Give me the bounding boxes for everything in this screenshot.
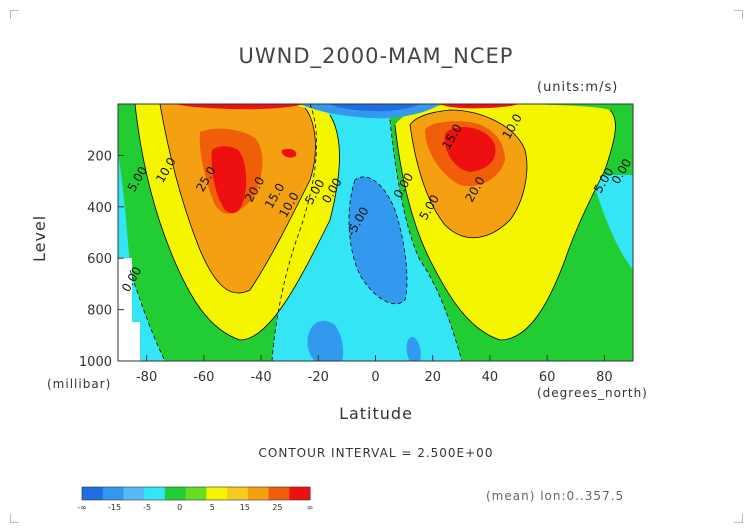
x-axis-label: Latitude	[339, 404, 413, 423]
colorbar-label: 0	[177, 503, 182, 512]
corner-mark-bottom-left	[10, 514, 19, 523]
x-tick-label: -20	[308, 370, 329, 385]
colorbar-label: -5	[143, 503, 151, 512]
colorbar-swatch	[268, 487, 290, 500]
y-tick-label: 800	[87, 304, 112, 319]
x-tick-label: 40	[482, 370, 499, 385]
colorbar-swatch	[247, 487, 270, 500]
colorbar-swatch	[123, 487, 145, 500]
corner-mark-top-right	[734, 10, 743, 19]
colorbar-swatch	[102, 487, 124, 500]
x-tick-label: -40	[250, 370, 271, 385]
chart-title: UWND_2000-MAM_NCEP	[238, 44, 514, 68]
colorbar-label: -∞	[77, 503, 87, 512]
colorbar-swatch	[185, 487, 207, 500]
colorbar-swatch	[164, 487, 187, 500]
colorbar: -∞ -15 -5 0 5 15 25 ∞	[77, 486, 314, 512]
units-label: (units:m/s)	[537, 80, 619, 95]
y-tick-label: 600	[87, 252, 112, 267]
colorbar-frame	[81, 486, 311, 501]
colorbar-swatch	[206, 487, 228, 500]
corner-mark-bottom-right	[734, 514, 743, 523]
x-axis-units: (degrees_north)	[537, 386, 648, 400]
x-tick-label: -60	[193, 370, 214, 385]
colorbar-swatch	[227, 487, 249, 500]
colorbar-label: ∞	[307, 503, 314, 512]
colorbar-swatch	[82, 487, 104, 500]
x-tick-label: 20	[424, 370, 441, 385]
colorbar-label: 25	[272, 503, 282, 512]
x-tick-label: 0	[371, 370, 379, 385]
x-tick-label: -80	[136, 370, 157, 385]
contour-fills	[118, 104, 633, 361]
contour-lines	[129, 104, 616, 361]
colorbar-label: 5	[210, 503, 215, 512]
corner-mark-top-left	[10, 10, 19, 19]
contour-interval-text: CONTOUR INTERVAL = 2.500E+00	[258, 446, 494, 460]
x-tick-label: 60	[539, 370, 556, 385]
x-tick-label: 80	[596, 370, 613, 385]
axis-ticks: -80 -60 -40 -20 0 20 40 60 80 200 400 600 800 1000	[79, 149, 613, 385]
y-tick-label: 200	[87, 149, 112, 164]
colorbar-label: 15	[240, 503, 250, 512]
y-tick-label: 1000	[79, 355, 112, 370]
colorbar-label: -15	[108, 503, 121, 512]
mean-longitude-text: (mean) lon:0..357.5	[486, 489, 625, 503]
y-axis-units: (millibar)	[47, 377, 112, 391]
colorbar-swatch	[144, 487, 166, 500]
y-tick-label: 400	[87, 201, 112, 216]
colorbar-swatch	[289, 487, 311, 500]
